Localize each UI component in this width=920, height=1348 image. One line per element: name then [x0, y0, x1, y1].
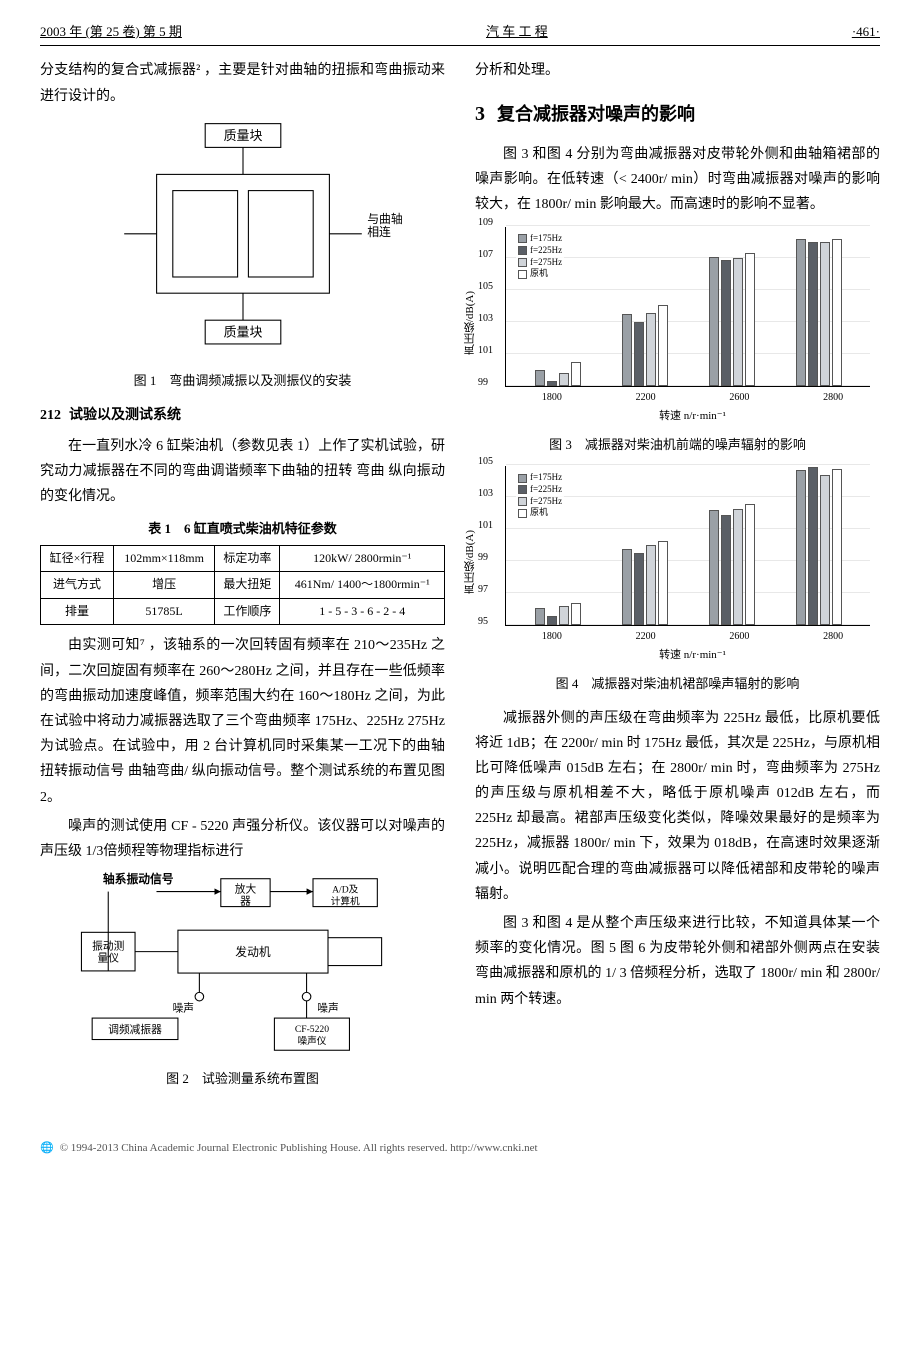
bar	[622, 314, 632, 386]
table-cell: 进气方式	[41, 572, 114, 599]
chart4-xlabel: 转速 n/r·min⁻¹	[505, 646, 880, 666]
svg-text:噪声: 噪声	[173, 1002, 194, 1015]
table-cell: 1 - 5 - 3 - 6 - 2 - 4	[280, 598, 445, 625]
bar	[733, 258, 743, 386]
bar	[808, 467, 818, 625]
header-right: ·461·	[852, 20, 880, 43]
bar	[634, 322, 644, 386]
figure-4-caption: 图 4 减振器对柴油机裙部噪声辐射的影响	[475, 672, 880, 695]
figure-1-diagram: 质量块 与曲轴相连 质量块	[81, 115, 405, 363]
bar	[535, 370, 545, 386]
section-num: 3	[475, 103, 485, 125]
table-cell: 51785L	[113, 598, 214, 625]
bar	[547, 616, 557, 626]
table-cell: 缸径×行程	[41, 545, 114, 572]
subsection-num: 212	[40, 408, 61, 423]
subsection-212: 212 试验以及测试系统	[40, 403, 445, 428]
header-left: 2003 年 (第 25 卷) 第 5 期	[40, 20, 182, 43]
bar	[832, 239, 842, 386]
bar	[745, 253, 755, 386]
bar	[571, 362, 581, 386]
globe-icon: 🌐	[40, 1142, 54, 1154]
bar	[820, 242, 830, 386]
svg-text:A/D及计算机: A/D及计算机	[331, 885, 360, 908]
table-cell: 120kW/ 2800rmin⁻¹	[280, 545, 445, 572]
svg-text:质量块: 质量块	[223, 324, 262, 339]
left-column: 分支结构的复合式减振器² ，主要是针对曲轴的扭振和弯曲振动来进行设计的。 质量块…	[40, 58, 445, 1100]
bar	[796, 239, 806, 386]
figure-1-caption: 图 1 弯曲调频减振以及测振仪的安装	[40, 369, 445, 392]
table-cell: 排量	[41, 598, 114, 625]
table-cell: 最大扭矩	[215, 572, 280, 599]
bar	[658, 541, 668, 626]
bar	[646, 313, 656, 387]
table-1: 缸径×行程102mm×118mm标定功率120kW/ 2800rmin⁻¹ 进气方…	[40, 545, 445, 626]
chart-3: 声压级/dB(A)99101103105107109f=175Hzf=225Hz…	[475, 227, 880, 427]
bar	[622, 549, 632, 626]
para-r3: 减振器外侧的声压级在弯曲频率为 225Hz 最低，比原机要低将近 1dB；在 2…	[475, 706, 880, 908]
right-column: 分析和处理。 3 复合减振器对噪声的影响 图 3 和图 4 分别为弯曲减振器对皮带…	[475, 58, 880, 1100]
svg-text:质量块: 质量块	[223, 128, 262, 143]
bar	[571, 603, 581, 625]
figure-2-diagram: 轴系振动信号 放大器 A/D及计算机 振动测量仪 发动机 噪声 噪声 调频减振器…	[60, 868, 425, 1061]
figure-3-caption: 图 3 减振器对柴油机前端的噪声辐射的影响	[475, 433, 880, 456]
table-cell: 461Nm/ 1400～1800rmin⁻¹	[280, 572, 445, 599]
table-1-title: 表 1 6 缸直喷式柴油机特征参数	[40, 517, 445, 540]
footer-text: © 1994-2013 China Academic Journal Elect…	[60, 1142, 538, 1154]
bar	[547, 381, 557, 386]
bar	[733, 509, 743, 626]
bar	[832, 469, 842, 626]
para-2: 在一直列水冷 6 缸柴油机（参数见表 1）上作了实机试验，研究动力减振器在不同的…	[40, 434, 445, 510]
bar	[709, 510, 719, 625]
chart3-xlabel: 转速 n/r·min⁻¹	[505, 407, 880, 427]
para-r2: 图 3 和图 4 分别为弯曲减振器对皮带轮外侧和曲轴箱裙部的噪声影响。在低转速（…	[475, 142, 880, 218]
svg-text:发动机: 发动机	[236, 945, 272, 959]
subsection-title: 试验以及测试系统	[69, 408, 181, 423]
svg-text:CF-5220噪声仪: CF-5220噪声仪	[295, 1024, 329, 1047]
bar	[658, 305, 668, 387]
para-r1: 分析和处理。	[475, 58, 880, 83]
svg-text:与曲轴相连: 与曲轴相连	[367, 212, 403, 239]
bar	[709, 257, 719, 387]
para-3: 由实测可知⁷ ，该轴系的一次回转固有频率在 210～235Hz 之间，二次回旋固…	[40, 633, 445, 809]
header-center: 汽 车 工 程	[486, 20, 548, 43]
table-cell: 标定功率	[215, 545, 280, 572]
para-4: 噪声的测试使用 CF - 5220 声强分析仪。该仪器可以对噪声的声压级 1/3…	[40, 814, 445, 864]
figure-2-caption: 图 2 试验测量系统布置图	[40, 1067, 445, 1090]
bar	[808, 242, 818, 386]
bar	[721, 260, 731, 386]
table-cell: 增压	[113, 572, 214, 599]
section-3-title: 3 复合减振器对噪声的影响	[475, 96, 880, 132]
bar	[745, 504, 755, 626]
bar	[721, 515, 731, 625]
bar	[820, 475, 830, 625]
bar	[634, 553, 644, 625]
para-1: 分支结构的复合式减振器² ，主要是针对曲轴的扭振和弯曲振动来进行设计的。	[40, 58, 445, 108]
bar	[559, 373, 569, 386]
chart-4: 声压级/dB(A)959799101103105f=175Hzf=225Hzf=…	[475, 466, 880, 666]
svg-text:调频减振器: 调频减振器	[108, 1023, 162, 1036]
section-title-text: 复合减振器对噪声的影响	[497, 104, 695, 124]
bar	[535, 608, 545, 626]
footer: 🌐 © 1994-2013 China Academic Journal Elec…	[40, 1131, 880, 1159]
bar	[796, 470, 806, 625]
table-cell: 工作顺序	[215, 598, 280, 625]
para-r4: 图 3 和图 4 是从整个声压级来进行比较，不知道具体某一个频率的变化情况。图 …	[475, 911, 880, 1012]
table-cell: 102mm×118mm	[113, 545, 214, 572]
bar	[559, 606, 569, 625]
svg-text:噪声: 噪声	[318, 1002, 339, 1015]
bar	[646, 545, 656, 625]
svg-text:轴系振动信号: 轴系振动信号	[103, 872, 174, 886]
page-header: 2003 年 (第 25 卷) 第 5 期 汽 车 工 程 ·461·	[40, 20, 880, 46]
